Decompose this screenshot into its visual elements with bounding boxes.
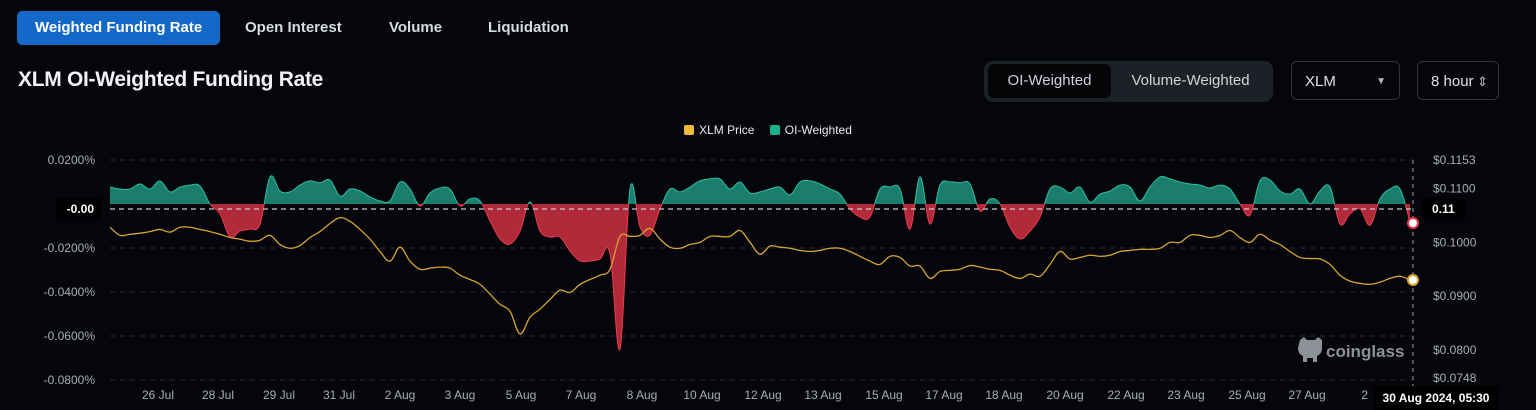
legend-label: XLM Price	[699, 123, 755, 137]
x-tick: 8 Aug	[627, 388, 658, 402]
x-tick: 22 Aug	[1107, 388, 1144, 402]
price-hover-dot	[1407, 274, 1419, 287]
x-tick: 25 Aug	[1228, 388, 1265, 402]
x-tick: 5 Aug	[506, 388, 537, 402]
chart-legend: XLM Price OI-Weighted	[0, 123, 1536, 137]
xlm-price-line	[109, 216, 1411, 335]
y-left-tick: -0.0800%	[44, 373, 96, 387]
y-left-tick: -0.0600%	[44, 329, 96, 343]
x-tick: 10 Aug	[683, 388, 720, 402]
crosshair-left-label-box	[56, 198, 101, 220]
crosshair-date-box	[1373, 386, 1499, 410]
legend-swatch	[684, 125, 695, 135]
x-tick: 13 Aug	[804, 388, 841, 402]
x-tick: 29 Jul	[263, 388, 295, 402]
y-right-tick: $0.1153	[1433, 153, 1476, 167]
crosshair-right-label-box	[1421, 198, 1465, 220]
y-left-tick: -0.0200%	[44, 241, 96, 255]
x-tick: 18 Aug	[985, 388, 1022, 402]
x-tick: 15 Aug	[865, 388, 902, 402]
x-tick: 2	[1361, 388, 1368, 402]
x-tick: 17 Aug	[925, 388, 962, 402]
y-right-tick: $0.1100	[1433, 182, 1476, 196]
legend-swatch	[769, 125, 780, 135]
oi-weighted-hover-dot	[1407, 217, 1419, 230]
x-tick: 28 Jul	[202, 388, 234, 402]
y-right-tick: $0.0800	[1433, 343, 1477, 357]
oi-weighted-positive-area	[110, 175, 1410, 204]
x-tick: 3 Aug	[445, 388, 476, 402]
y-right-tick: $0.1000	[1433, 235, 1477, 249]
symbol-select-value: XLM	[1305, 73, 1336, 90]
x-tick: 31 Jul	[323, 388, 355, 402]
tab-open-interest[interactable]: Open Interest	[245, 19, 342, 36]
x-tick: 27 Aug	[1288, 388, 1325, 402]
up-down-chevron-icon: ⇕	[1477, 74, 1488, 89]
symbol-select[interactable]: XLM ▼	[1291, 61, 1400, 100]
interval-select[interactable]: 8 hour ⇕	[1417, 61, 1499, 100]
x-tick: 26 Jul	[142, 388, 174, 402]
x-tick: 7 Aug	[566, 388, 597, 402]
legend-label: OI-Weighted	[784, 123, 852, 137]
y-right-tick: $0.0900	[1433, 289, 1477, 303]
volume-weighted-option[interactable]: Volume-Weighted	[1131, 72, 1250, 89]
crosshair-right-label: 0.11	[1432, 202, 1455, 216]
y-right-tick: $0.0748	[1433, 371, 1477, 385]
oi-weighted-positive-line	[109, 175, 1406, 204]
legend-item-price[interactable]: XLM Price	[684, 123, 754, 137]
tab-liquidation[interactable]: Liquidation	[488, 19, 569, 36]
x-tick: 23 Aug	[1167, 388, 1204, 402]
watermark-text: coinglass	[1326, 342, 1404, 361]
interval-select-value: 8 hour	[1431, 73, 1474, 90]
tab-weighted-funding-rate[interactable]: Weighted Funding Rate	[17, 11, 221, 45]
y-left-tick: -0.0400%	[44, 285, 96, 299]
tab-volume[interactable]: Volume	[389, 19, 443, 36]
y-left-tick: 0.0200%	[48, 153, 96, 167]
x-tick: 2 Aug	[385, 388, 416, 402]
weighting-toggle: OI-Weighted Volume-Weighted	[984, 61, 1273, 102]
coinglass-logo	[1298, 337, 1322, 362]
x-tick: 12 Aug	[744, 388, 781, 402]
oi-weighted-option[interactable]: OI-Weighted	[988, 64, 1111, 98]
crosshair-date-label: 30 Aug 2024, 05:30	[1383, 391, 1490, 405]
x-tick: 20 Aug	[1046, 388, 1083, 402]
caret-down-icon: ▼	[1376, 76, 1386, 87]
crosshair-left-label: -0.00	[67, 202, 95, 216]
legend-item-oi-weighted[interactable]: OI-Weighted	[769, 123, 852, 137]
page-title: XLM OI-Weighted Funding Rate	[18, 68, 324, 91]
oi-weighted-negative-area	[110, 204, 1410, 350]
